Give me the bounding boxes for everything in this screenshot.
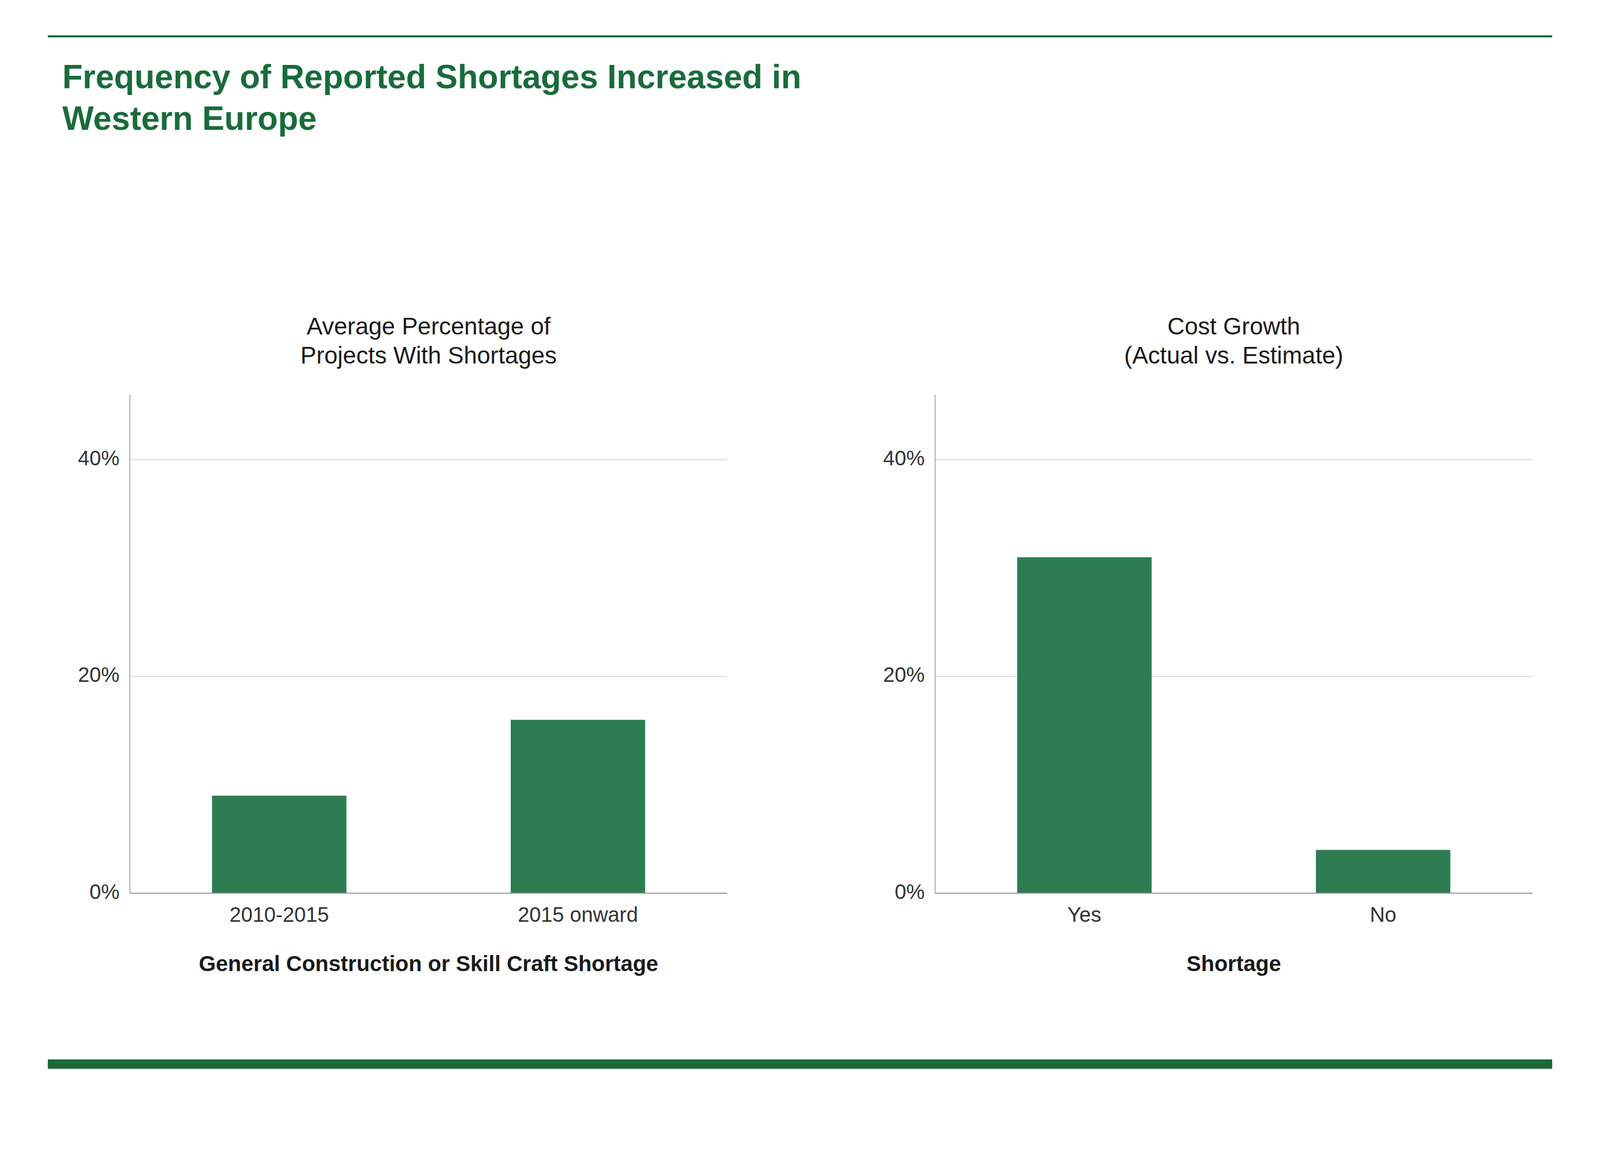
- bars: [211, 720, 646, 894]
- title-line: Frequency of Reported Shortages Increase…: [62, 58, 802, 96]
- x-tick-label: Yes: [1067, 903, 1102, 927]
- x-tick-label: 2010-2015: [229, 903, 329, 927]
- grid-line: [935, 459, 1533, 461]
- y-tick-label: 20%: [883, 663, 925, 687]
- grid-line: [129, 892, 728, 895]
- grid-line: [129, 676, 728, 678]
- bar: [211, 795, 347, 894]
- bars: [1017, 557, 1451, 894]
- title-line: Western Europe: [62, 99, 317, 138]
- grid-line: [129, 459, 728, 461]
- x-axis-label: General Construction or Skill Craft Shor…: [198, 951, 659, 977]
- subtitle-line: Projects With Shortages: [300, 341, 557, 369]
- bar: [1315, 850, 1451, 894]
- x-tick-label: 2015 onward: [517, 903, 638, 927]
- bar: [510, 720, 646, 894]
- chart-panel: Cost Growth(Actual vs. Estimate) 0% 20% 40%…: [883, 312, 1533, 977]
- subtitle: Average Percentage ofProjects With Short…: [300, 312, 557, 369]
- x-axis-line: [129, 892, 728, 895]
- bar: [1017, 557, 1152, 894]
- subtitle-line: Cost Growth: [1167, 312, 1301, 340]
- chart-panel: Average Percentage ofProjects With Short…: [77, 312, 728, 977]
- y-tick-label: 20%: [77, 663, 120, 687]
- background: [0, 0, 1600, 1156]
- y-tick-label: 0%: [894, 880, 925, 904]
- subtitle: Cost Growth(Actual vs. Estimate): [1124, 312, 1344, 369]
- bottom-rule: [47, 1059, 1553, 1070]
- subtitle-line: (Actual vs. Estimate): [1124, 341, 1344, 369]
- grid-line: [935, 892, 1533, 895]
- y-tick-label: 40%: [883, 446, 925, 470]
- x-axis-line: [935, 892, 1533, 895]
- top-rule: [47, 35, 1553, 38]
- x-tick-label: No: [1369, 903, 1397, 927]
- title: Frequency of Reported Shortages Increase…: [62, 58, 802, 138]
- y-tick-label: 0%: [89, 880, 120, 904]
- y-tick-label: 40%: [77, 446, 120, 470]
- subtitle-line: Average Percentage of: [306, 312, 551, 340]
- x-axis-label: Shortage: [1186, 951, 1282, 977]
- y-axis-line: [129, 394, 131, 894]
- chart-canvas: Frequency of Reported Shortages Increase…: [0, 0, 1600, 1156]
- y-axis-line: [934, 394, 936, 894]
